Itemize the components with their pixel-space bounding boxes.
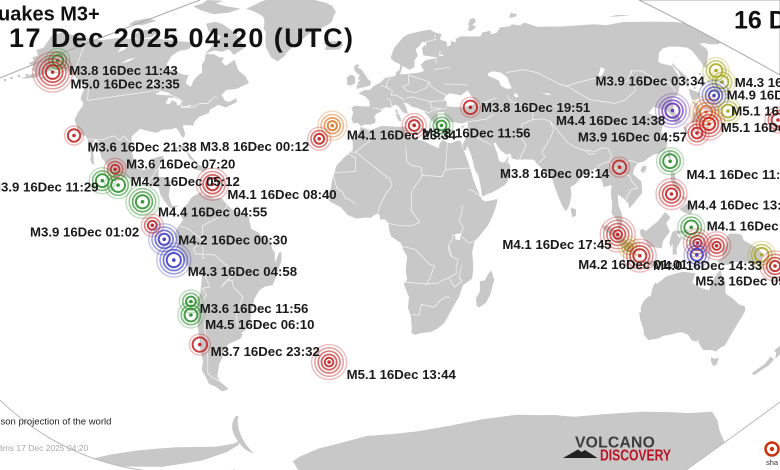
svg-text:M4.2 16Dec 01:01: M4.2 16Dec 01:01 — [578, 257, 687, 272]
svg-text:M4.4 16Dec 04:55: M4.4 16Dec 04:55 — [158, 204, 267, 219]
svg-text:DISCOVERY: DISCOVERY — [600, 448, 672, 465]
svg-text:M4.1 16Dec 10:12: M4.1 16Dec 10:12 — [707, 219, 780, 234]
svg-text:M4.1 16Dec 08:40: M4.1 16Dec 08:40 — [227, 187, 336, 202]
svg-text:M3.7 16Dec 23:32: M3.7 16Dec 23:32 — [211, 344, 320, 359]
svg-text:16 Dec: 16 Dec — [734, 7, 780, 35]
svg-text:8ms 17 Dec 2025 04:20: 8ms 17 Dec 2025 04:20 — [0, 443, 89, 453]
svg-text:M5.1 16Dec 10:10: M5.1 16Dec 10:10 — [721, 120, 780, 135]
svg-text:M3.6 16Dec 21:38: M3.6 16Dec 21:38 — [88, 139, 197, 154]
svg-text:M3.9 16Dec 01:02: M3.9 16Dec 01:02 — [30, 224, 139, 239]
svg-text:M3.8 16Dec 19:51: M3.8 16Dec 19:51 — [481, 100, 590, 115]
svg-text:M5.0 16Dec 23:35: M5.0 16Dec 23:35 — [71, 76, 180, 91]
svg-text:uakes M3+: uakes M3+ — [0, 3, 100, 25]
svg-text:M4.4 16Dec 14:38: M4.4 16Dec 14:38 — [556, 113, 665, 128]
svg-text:M4.4 16Dec 13:40: M4.4 16Dec 13:40 — [687, 197, 780, 212]
svg-text:VOLCANO: VOLCANO — [575, 435, 655, 452]
svg-text:M4.3 16Dec 07:07: M4.3 16Dec 07:07 — [735, 75, 780, 90]
svg-text:M3.8 16Dec 11:43: M3.8 16Dec 11:43 — [69, 63, 178, 78]
svg-text:M3.9 16Dec 03:34: M3.9 16Dec 03:34 — [596, 74, 706, 89]
svg-text:M5.1 16Dec 13:44: M5.1 16Dec 13:44 — [347, 367, 457, 382]
svg-text:M4.1 16Dec 23:34: M4.1 16Dec 23:34 — [347, 127, 457, 142]
svg-text:M4.1 16Dec 17:45: M4.1 16Dec 17:45 — [502, 237, 611, 252]
svg-text:son projection of the world: son projection of the world — [1, 416, 112, 427]
svg-text:M3.9 16Dec 11:29: M3.9 16Dec 11:29 — [0, 179, 99, 194]
svg-text:M4.0 16Dec 14:33: M4.0 16Dec 14:33 — [653, 258, 762, 273]
svg-text:M3.8 16Dec 11:56: M3.8 16Dec 11:56 — [422, 126, 531, 141]
svg-text:M4.5 16Dec 06:10: M4.5 16Dec 06:10 — [205, 317, 314, 332]
svg-text:17 Dec 2025 04:20 (UTC): 17 Dec 2025 04:20 (UTC) — [9, 23, 353, 53]
svg-text:M3.6 16Dec 07:20: M3.6 16Dec 07:20 — [126, 157, 235, 172]
svg-text:sha: sha — [766, 458, 779, 467]
svg-text:M4.2 16Dec 05:12: M4.2 16Dec 05:12 — [131, 174, 240, 189]
svg-text:M4.1 16Dec 11:55: M4.1 16Dec 11:55 — [687, 167, 780, 182]
svg-text:M3.8 16Dec 00:12: M3.8 16Dec 00:12 — [200, 139, 309, 154]
svg-text:M4.2 16Dec 00:30: M4.2 16Dec 00:30 — [178, 233, 287, 248]
svg-text:M5.3 16Dec 09:20: M5.3 16Dec 09:20 — [695, 273, 780, 288]
svg-text:M4.3 16Dec 04:58: M4.3 16Dec 04:58 — [188, 264, 297, 279]
svg-text:M3.9 16Dec 04:57: M3.9 16Dec 04:57 — [578, 129, 687, 144]
svg-text:M4.9 16Dec 08:08: M4.9 16Dec 08:08 — [727, 88, 780, 103]
svg-text:M5.1 16Dec 09:09: M5.1 16Dec 09:09 — [731, 104, 780, 119]
svg-text:M3.8 16Dec 09:14: M3.8 16Dec 09:14 — [500, 166, 610, 181]
svg-text:M3.6 16Dec 11:56: M3.6 16Dec 11:56 — [200, 301, 309, 316]
